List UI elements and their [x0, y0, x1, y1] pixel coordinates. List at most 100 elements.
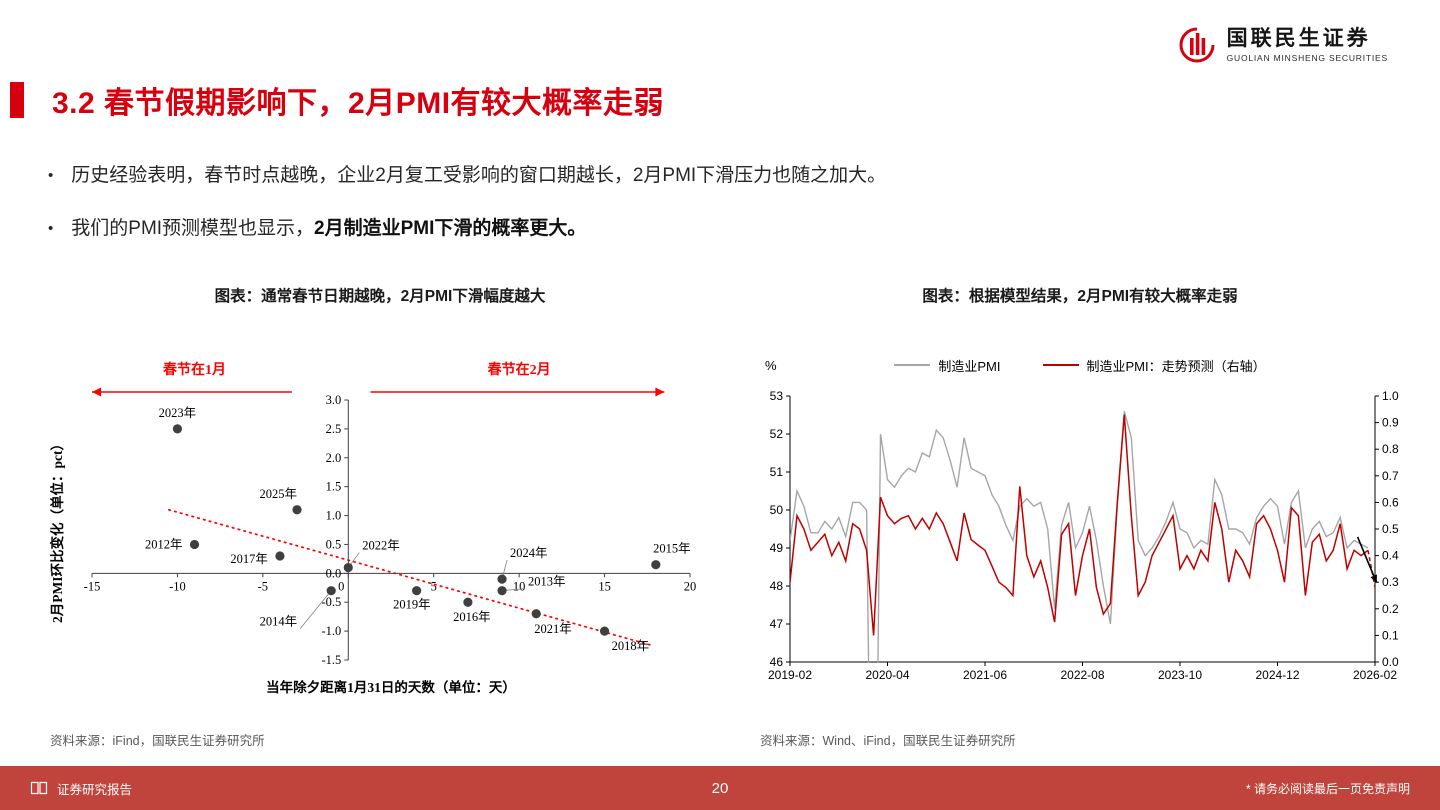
- svg-text:0.2: 0.2: [1382, 602, 1399, 616]
- bullet-item-1: • 历史经验表明，春节时点越晚，企业2月复工受影响的窗口期越长，2月PMI下滑压…: [48, 162, 1248, 190]
- scatter-point-label: 2016年: [453, 610, 491, 624]
- svg-text:2026-02: 2026-02: [1353, 668, 1397, 682]
- disclaimer-text: * 请务必阅读最后一页免责声明: [1245, 781, 1410, 796]
- legend-swatch: [894, 363, 931, 367]
- scatter-chart: 春节在1月 春节在2月 3.0 2.5 2.0 1.5 1.0 0.5 0.0 -0.5 -1.0 -…: [50, 361, 697, 695]
- scatter-point-label: 2024年: [510, 546, 548, 560]
- svg-text:0.1: 0.1: [1382, 628, 1399, 642]
- legend-item-forecast: 制造业PMI：走势预测（右轴）: [1042, 356, 1266, 374]
- svg-text:52: 52: [770, 427, 784, 441]
- scatter-point: [531, 609, 541, 619]
- svg-text:2021-06: 2021-06: [963, 668, 1007, 682]
- label-leader: [299, 590, 332, 629]
- svg-text:50: 50: [770, 503, 784, 517]
- period-annotation: 春节在2月: [487, 361, 551, 378]
- svg-text:-1.0: -1.0: [321, 624, 341, 638]
- svg-text:-0.5: -0.5: [321, 595, 341, 609]
- svg-text:2024-12: 2024-12: [1255, 668, 1299, 682]
- bullet-bold-2: 2月制造业PMI下滑的概率更大。: [314, 217, 587, 239]
- svg-text:47: 47: [770, 617, 784, 631]
- line-chart: 46 47 48 49 50 51 52 53 0.0 0.1 0.2 0.3 0.4 0.5 0.6 0.7…: [768, 389, 1399, 682]
- left-axis-unit-label: %: [765, 358, 777, 373]
- footer-left: 证券研究报告: [30, 779, 132, 798]
- svg-text:0.3: 0.3: [1382, 575, 1399, 589]
- svg-text:53: 53: [770, 389, 784, 403]
- svg-text:2022-08: 2022-08: [1060, 668, 1104, 682]
- source-note-right: 资料来源：Wind、iFind，国联民生证券研究所: [760, 734, 1016, 748]
- scatter-chart-section: 图表：通常春节日期越晚，2月PMI下滑幅度越大 春节在1月 春节在2月 3.0 2.5…: [50, 284, 710, 701]
- scatter-point-label: 2014年: [260, 615, 298, 629]
- scatter-point-label: 2012年: [145, 537, 183, 551]
- scatter-point-label: 2017年: [230, 552, 268, 566]
- svg-text:-1.5: -1.5: [321, 653, 341, 667]
- svg-text:-10: -10: [169, 579, 186, 593]
- legend-item-pmi: 制造业PMI: [894, 356, 1001, 374]
- svg-text:0: 0: [338, 579, 344, 593]
- svg-text:15: 15: [598, 579, 611, 593]
- scatter-point: [412, 586, 422, 596]
- scatter-point: [326, 586, 336, 596]
- scatter-point: [497, 586, 507, 596]
- scatter-point: [172, 424, 183, 434]
- svg-text:0.6: 0.6: [1382, 495, 1399, 509]
- page-title: 3.2 春节假期影响下，2月PMI有较大概率走弱: [52, 87, 665, 120]
- logo-text: 国联民生证券 GUOLIAN MINSHENG SECURITIES: [1227, 27, 1388, 63]
- scatter-point: [651, 560, 661, 570]
- svg-text:1.0: 1.0: [1382, 389, 1399, 403]
- trend-line: [168, 508, 654, 647]
- period-annotation: 春节在1月: [162, 361, 226, 378]
- legend-swatch: [1042, 363, 1079, 367]
- svg-text:-5: -5: [258, 579, 268, 593]
- svg-text:0.5: 0.5: [326, 537, 342, 551]
- scatter-point-label: 2021年: [534, 622, 572, 636]
- svg-text:48: 48: [770, 579, 784, 593]
- scatter-point: [189, 539, 200, 550]
- bullet-marker: •: [48, 167, 54, 184]
- legend-label-pmi: 制造业PMI: [938, 358, 1001, 374]
- svg-text:2.0: 2.0: [326, 451, 342, 465]
- svg-text:51: 51: [770, 465, 784, 479]
- svg-text:5: 5: [431, 579, 437, 593]
- scatter-point: [497, 574, 507, 584]
- source-note-left: 资料来源：iFind，国联民生证券研究所: [50, 734, 265, 748]
- line-chart-section: 图表：根据模型结果，2月PMI有较大概率走弱 % 制造业PMI 制造业PMI：走…: [745, 284, 1415, 696]
- scatter-point: [463, 597, 473, 607]
- scatter-point-label: 2013年: [528, 575, 566, 589]
- legend-label-forecast: 制造业PMI：走势预测（右轴）: [1086, 358, 1266, 374]
- svg-text:0.0: 0.0: [326, 566, 342, 580]
- report-icon: [30, 781, 48, 795]
- svg-text:3.0: 3.0: [326, 393, 342, 407]
- pmi-series-line: [790, 411, 1369, 663]
- page-number: 20: [711, 779, 729, 797]
- svg-text:0.4: 0.4: [1382, 549, 1399, 563]
- svg-text:-15: -15: [84, 579, 101, 593]
- svg-text:20: 20: [684, 579, 697, 593]
- svg-text:1.5: 1.5: [326, 480, 342, 494]
- svg-text:1.0: 1.0: [326, 509, 342, 523]
- scatter-point-label: 2018年: [612, 639, 650, 653]
- scatter-point-label: 2025年: [260, 487, 298, 501]
- x-axis-title: 当年除夕距离1月31日的天数（单位：天）: [266, 679, 516, 695]
- logo-icon: [1177, 26, 1217, 64]
- scatter-point: [599, 626, 610, 636]
- line-chart-title: 图表：根据模型结果，2月PMI有较大概率走弱: [922, 288, 1238, 305]
- svg-text:0.5: 0.5: [1382, 522, 1399, 536]
- svg-text:0.9: 0.9: [1382, 416, 1399, 430]
- svg-text:49: 49: [770, 541, 784, 555]
- forecast-series-line: [790, 414, 1369, 636]
- logo-name-en: GUOLIAN MINSHENG SECURITIES: [1226, 53, 1388, 64]
- svg-text:10: 10: [513, 579, 526, 593]
- svg-text:0.7: 0.7: [1382, 469, 1399, 483]
- y-axis-title: 2月PMI环比变化（单位：pct）: [50, 437, 65, 623]
- svg-text:46: 46: [770, 655, 784, 669]
- company-logo: 国联民生证券 GUOLIAN MINSHENG SECURITIES: [1177, 26, 1388, 64]
- scatter-point-label: 2023年: [159, 406, 197, 420]
- bullet-list: • 历史经验表明，春节时点越晚，企业2月复工受影响的窗口期越长，2月PMI下滑压…: [48, 162, 1248, 267]
- bullet-marker: •: [48, 219, 54, 237]
- svg-text:0.0: 0.0: [1382, 655, 1399, 669]
- title-row: 3.2 春节假期影响下，2月PMI有较大概率走弱: [10, 78, 664, 122]
- scatter-point: [292, 505, 302, 515]
- scatter-chart-title: 图表：通常春节日期越晚，2月PMI下滑幅度越大: [214, 288, 546, 305]
- svg-text:2020-04: 2020-04: [865, 668, 909, 682]
